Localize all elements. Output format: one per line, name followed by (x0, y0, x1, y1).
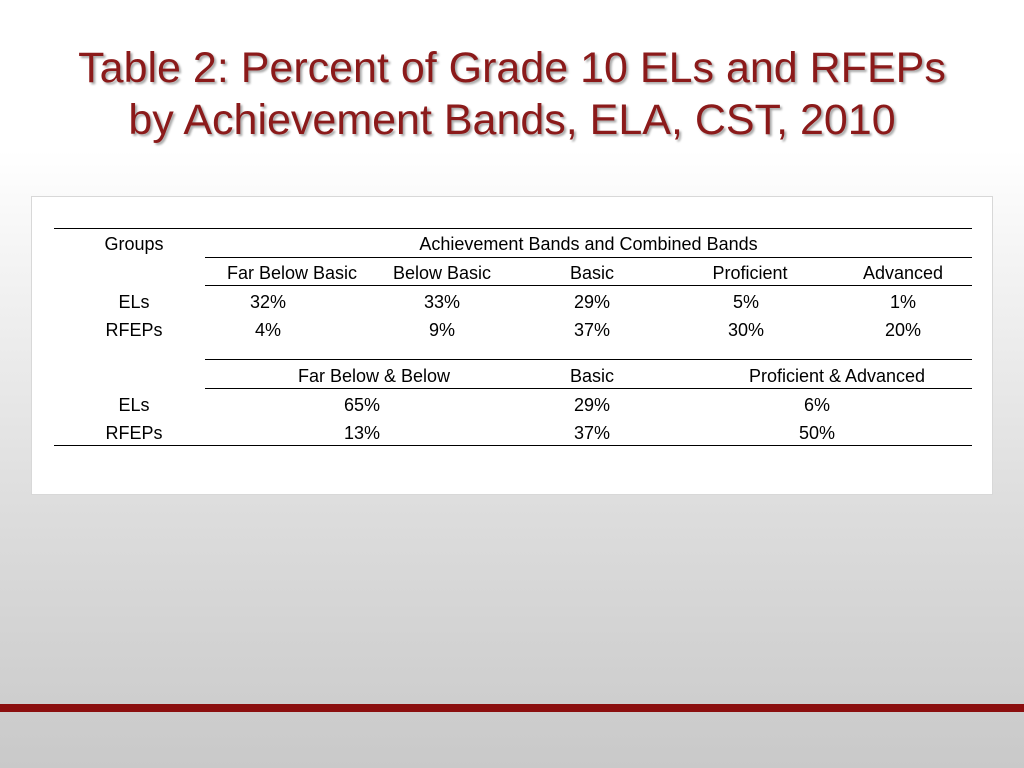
combined-columns-rule (205, 388, 972, 389)
els-far-below-and-below: 65% (343, 395, 381, 415)
combined-top-rule (205, 359, 972, 360)
els-combined-basic: 29% (573, 395, 611, 415)
col-combined-basic: Basic (569, 366, 614, 386)
row-els-combined-label: ELs (118, 395, 150, 415)
title-line-1: Table 2: Percent of Grade 10 ELs and RFE… (78, 44, 946, 92)
els-basic: 29% (573, 292, 611, 312)
col-proficient-and-advanced: Proficient & Advanced (748, 366, 926, 386)
table-top-rule (54, 228, 972, 229)
els-proficient-and-advanced: 6% (803, 395, 830, 415)
col-below-basic: Below Basic (392, 263, 492, 283)
rfeps-proficient-and-advanced: 50% (798, 423, 836, 443)
row-rfeps-combined-label: RFEPs (105, 423, 163, 443)
rfeps-below-basic: 9% (428, 320, 455, 340)
rfeps-far-below-basic: 4% (254, 320, 281, 340)
els-proficient: 5% (732, 292, 759, 312)
els-advanced: 1% (889, 292, 916, 312)
col-advanced: Advanced (862, 263, 944, 283)
achievement-table: Groups Achievement Bands and Combined Ba… (31, 196, 993, 495)
rfeps-advanced: 20% (884, 320, 922, 340)
footer-accent-bar (0, 704, 1024, 712)
els-below-basic: 33% (423, 292, 461, 312)
band-columns-rule (205, 285, 972, 286)
row-rfeps-label: RFEPs (105, 320, 163, 340)
col-basic: Basic (569, 263, 614, 283)
bands-header: Achievement Bands and Combined Bands (419, 234, 758, 254)
bands-header-rule (205, 257, 972, 258)
rfeps-basic: 37% (573, 320, 611, 340)
title-line-2: by Achievement Bands, ELA, CST, 2010 (128, 96, 896, 144)
slide-title: Table 2: Percent of Grade 10 ELs and RFE… (0, 42, 1024, 146)
col-proficient: Proficient (712, 263, 788, 283)
rfeps-combined-basic: 37% (573, 423, 611, 443)
col-far-below-and-below: Far Below & Below (297, 366, 451, 386)
table-bottom-rule (54, 445, 972, 446)
rfeps-far-below-and-below: 13% (343, 423, 381, 443)
rfeps-proficient: 30% (727, 320, 765, 340)
row-els-label: ELs (118, 292, 150, 312)
groups-header: Groups (104, 234, 164, 254)
els-far-below-basic: 32% (249, 292, 287, 312)
col-far-below-basic: Far Below Basic (226, 263, 358, 283)
